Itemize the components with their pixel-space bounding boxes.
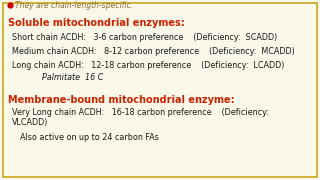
Text: Very Long chain ACDH:   16-18 carbon preference    (Deficiency:: Very Long chain ACDH: 16-18 carbon prefe… [12,108,269,117]
Text: Long chain ACDH:   12-18 carbon preference    (Deficiency:  LCADD): Long chain ACDH: 12-18 carbon preference… [12,61,284,70]
Text: Palmitate  16 C: Palmitate 16 C [42,73,103,82]
Text: Medium chain ACDH:   8-12 carbon preference    (Deficiency:  MCADD): Medium chain ACDH: 8-12 carbon preferenc… [12,47,295,56]
Text: VLCADD): VLCADD) [12,118,48,127]
Text: Also active on up to 24 carbon FAs: Also active on up to 24 carbon FAs [20,133,159,142]
Text: They are chain-length-specific.: They are chain-length-specific. [15,1,133,10]
Text: Membrane-bound mitochondrial enzyme:: Membrane-bound mitochondrial enzyme: [8,95,235,105]
Text: Soluble mitochondrial enzymes:: Soluble mitochondrial enzymes: [8,18,185,28]
Text: Short chain ACDH:   3-6 carbon preference    (Deficiency:  SCADD): Short chain ACDH: 3-6 carbon preference … [12,33,277,42]
